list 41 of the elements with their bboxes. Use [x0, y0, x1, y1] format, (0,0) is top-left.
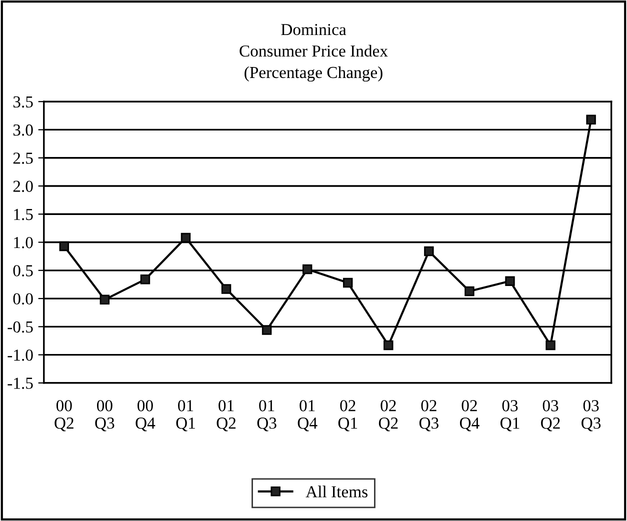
y-tick-label: 0.0	[13, 293, 33, 305]
point	[221, 284, 232, 294]
point	[343, 278, 353, 288]
x-tick-label: 02 Q2	[378, 400, 398, 432]
point	[302, 264, 312, 274]
x-tick-label: 00 Q4	[136, 400, 156, 432]
point	[424, 246, 434, 256]
y-tick-label: 1.5	[14, 208, 33, 220]
y-tick-label: 3.0	[13, 124, 33, 136]
x-tick-label: 01 Q3	[257, 400, 276, 432]
x-tick-label: 01 Q4	[298, 400, 318, 432]
x-tick-label: 01 Q1	[176, 400, 195, 432]
x-tick-label: 03 Q1	[500, 400, 520, 432]
y-tick-label: -1.5	[8, 378, 33, 389]
x-tick-label: 02 Q1	[338, 400, 358, 432]
legend-label: All Items	[306, 486, 368, 498]
point	[546, 340, 556, 350]
y-tick-label: -1.0	[8, 350, 33, 361]
y-tick-label: -0.5	[8, 321, 33, 333]
point	[100, 294, 110, 305]
x-tick-label: 00 Q3	[95, 400, 114, 432]
y-tick-label: 1.0	[14, 236, 33, 248]
y-tick-label: 3.5	[13, 96, 33, 108]
point	[180, 232, 191, 243]
point	[586, 114, 596, 124]
point	[140, 274, 150, 284]
x-tick-label: 00 Q2	[54, 400, 74, 432]
x-tick-label: 01 Q2	[216, 400, 236, 432]
y-tick-label: 2.5	[13, 152, 33, 164]
x-tick-label: 02 Q3	[419, 400, 438, 432]
point	[262, 325, 272, 335]
point	[59, 241, 70, 252]
x-tick-label: 02 Q4	[460, 400, 480, 432]
point	[384, 340, 394, 350]
y-tick-label: 0.5	[13, 265, 33, 276]
point	[464, 286, 474, 296]
x-tick-label: 03 Q3	[582, 400, 601, 432]
point	[505, 276, 515, 286]
x-tick-label: 03 Q2	[541, 400, 560, 432]
y-tick-label: 2.0	[13, 180, 33, 192]
chart-title: Dominica Consumer Price Index (Percentage Change)	[240, 24, 388, 82]
